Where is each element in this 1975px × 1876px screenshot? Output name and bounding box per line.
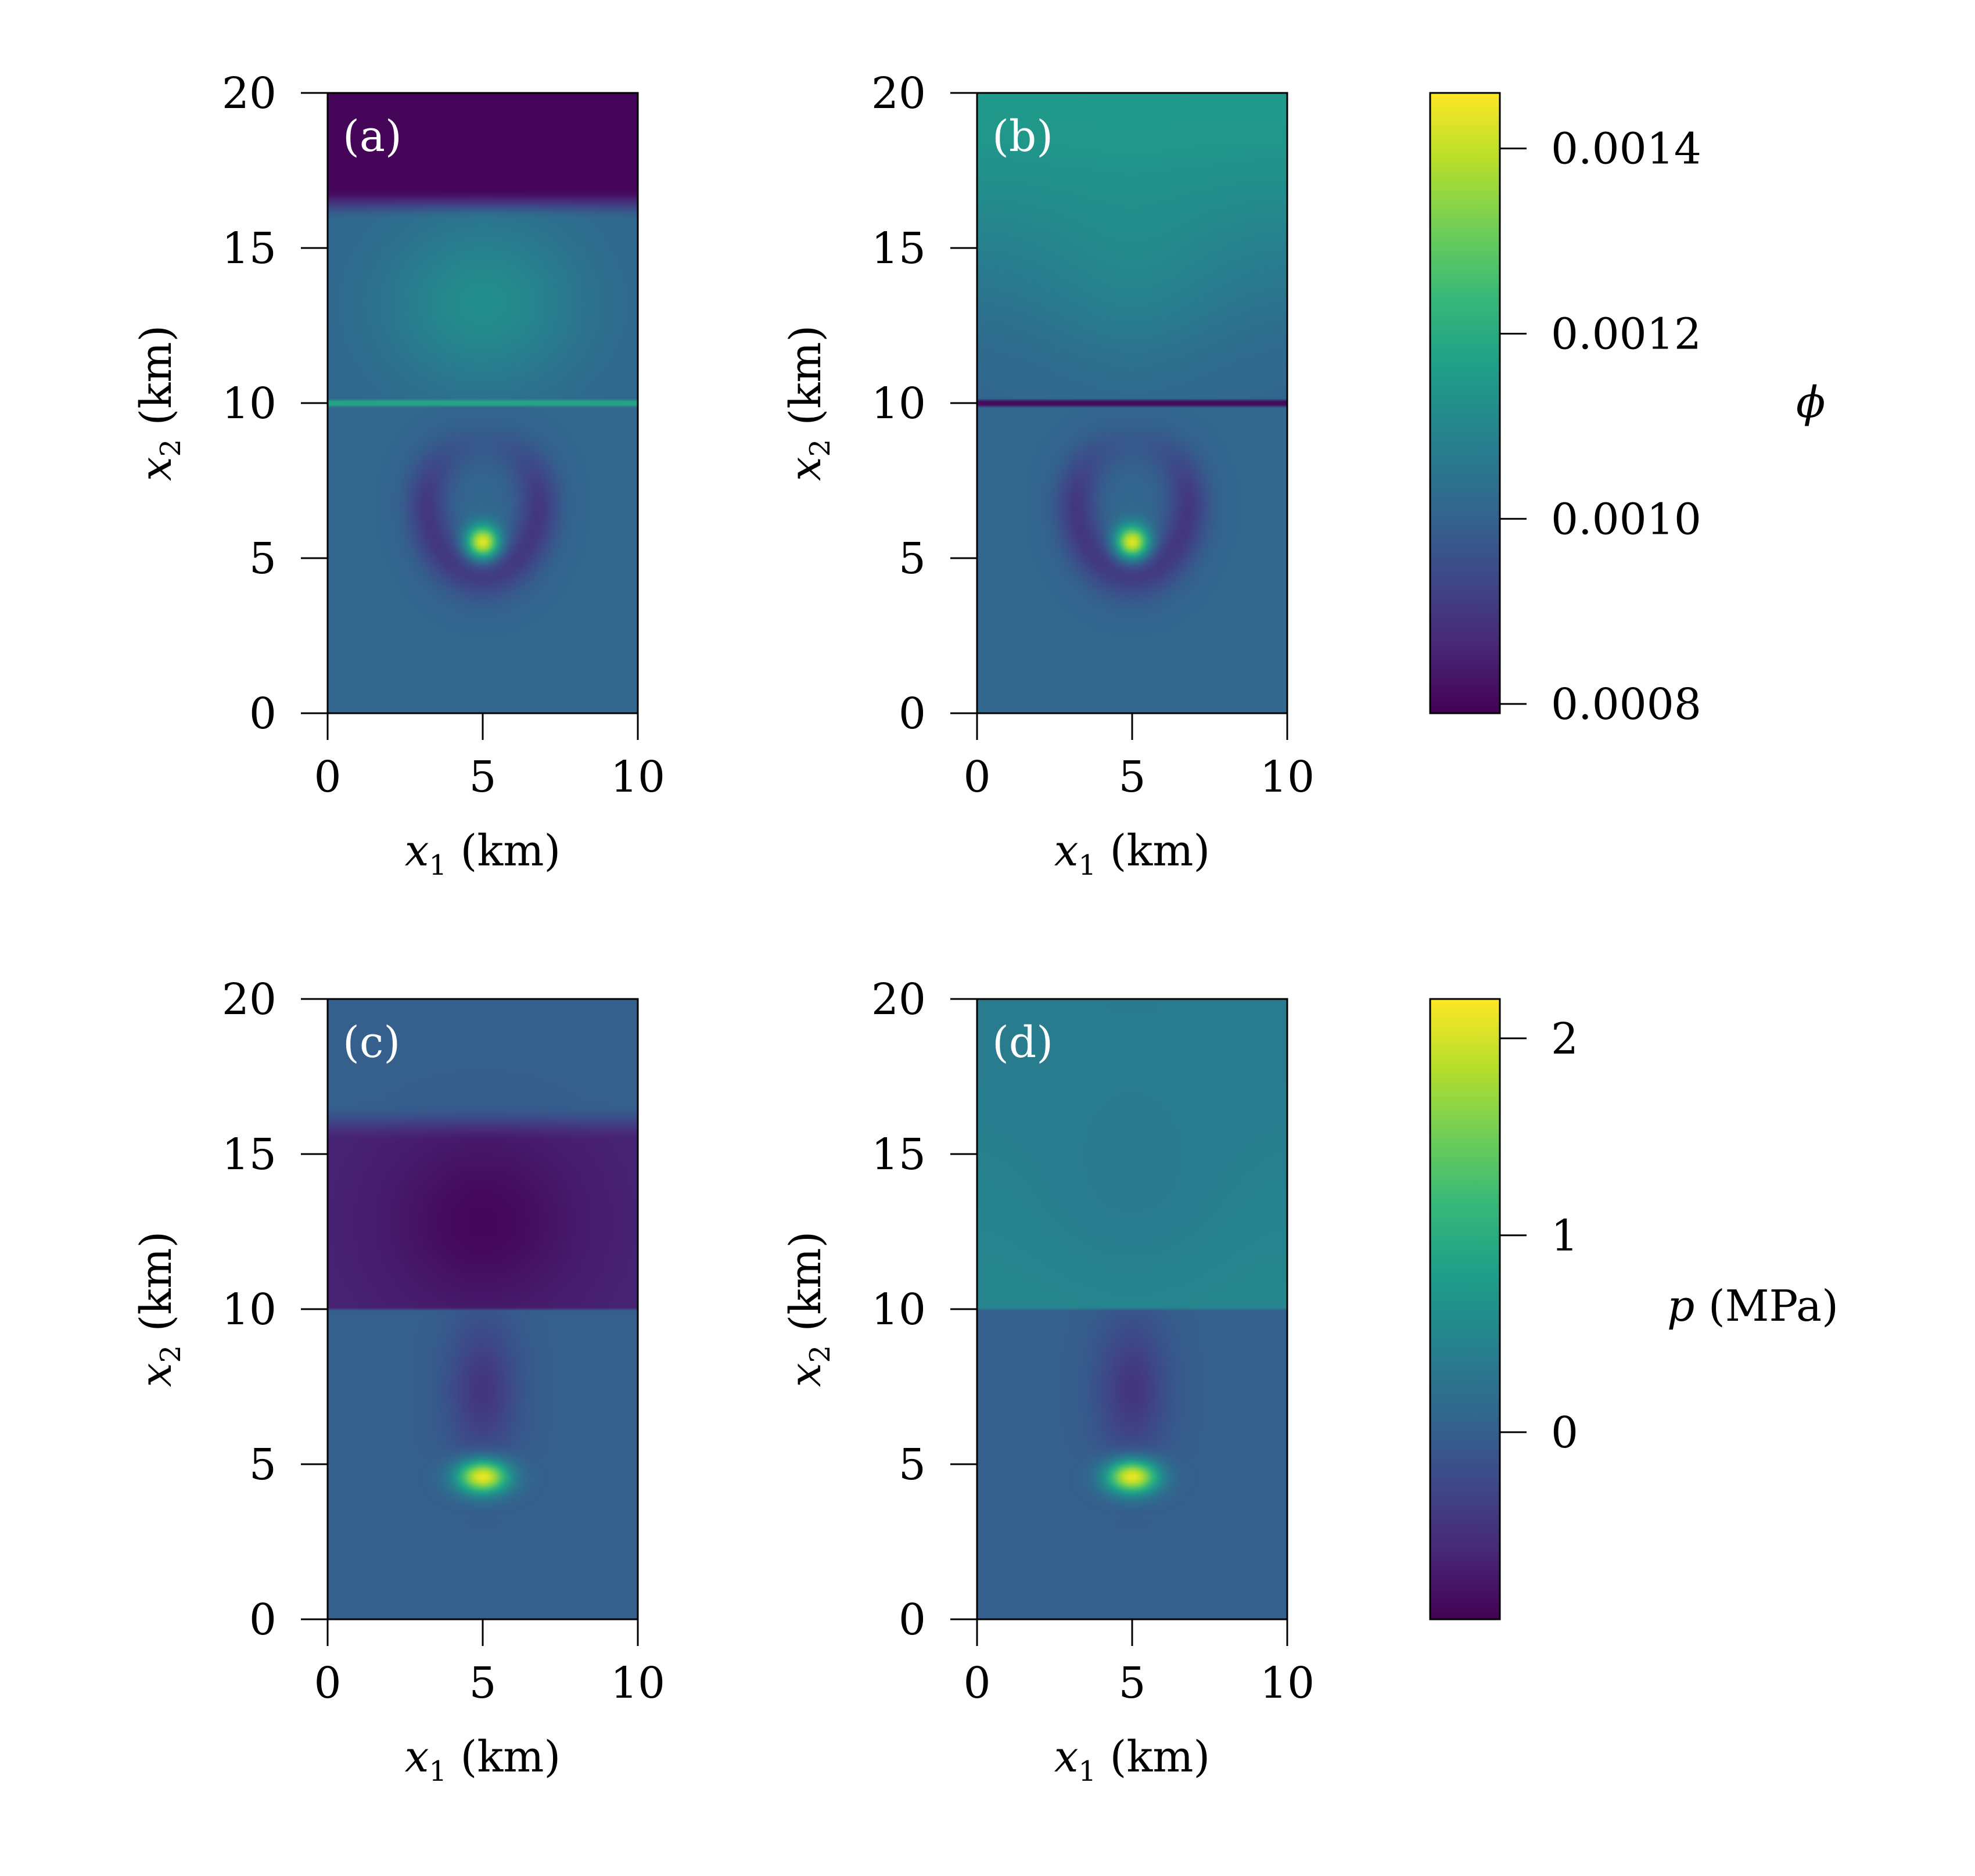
colorbar-phi: 0.0008 0.0010 0.0012 0.0014 ϕ xyxy=(1429,92,1825,729)
colorbar-gradient xyxy=(1429,92,1501,714)
colorbar-tick-label: 2 xyxy=(1551,1014,1578,1064)
x-axis-label: x1 (km) xyxy=(405,826,561,882)
panel-label: (c) xyxy=(343,1018,400,1068)
y-tick-label: 20 xyxy=(871,975,926,1025)
y-tick-label: 10 xyxy=(222,1285,276,1335)
y-tick-label: 10 xyxy=(871,379,926,429)
x-axis-label: x1 (km) xyxy=(1054,1732,1211,1788)
y-tick-label: 15 xyxy=(222,224,276,274)
x-tick-label: 0 xyxy=(314,1658,341,1708)
y-tick-label: 0 xyxy=(899,1595,926,1645)
y-tick-label: 0 xyxy=(899,689,926,739)
colorbar-p: 0 1 2 p (MPa) xyxy=(1429,998,1838,1620)
heatmap-image xyxy=(328,999,638,1619)
y-axis-label: x2 (km) xyxy=(781,325,836,481)
colorbar-gradient xyxy=(1429,998,1501,1620)
colorbar-title: ϕ xyxy=(1796,378,1825,427)
y-tick-label: 10 xyxy=(222,379,276,429)
y-tick-label: 5 xyxy=(899,534,926,584)
y-tick-label: 15 xyxy=(871,1130,926,1180)
x-tick-label: 5 xyxy=(469,1658,496,1708)
colorbar-tick-label: 0.0008 xyxy=(1551,680,1701,729)
y-tick-label: 5 xyxy=(249,1440,276,1490)
y-tick-label: 15 xyxy=(871,224,926,274)
y-axis-label: x2 (km) xyxy=(131,325,187,481)
heatmap-image xyxy=(977,999,1287,1619)
heatmap-image xyxy=(977,93,1287,713)
y-tick-label: 20 xyxy=(222,975,276,1025)
y-axis-label: x2 (km) xyxy=(781,1231,836,1388)
y-tick-label: 10 xyxy=(871,1285,926,1335)
x-tick-label: 10 xyxy=(611,1658,665,1708)
colorbar-title: p (MPa) xyxy=(1667,1281,1838,1331)
y-axis-label: x2 (km) xyxy=(131,1231,187,1388)
y-tick-label: 5 xyxy=(899,1440,926,1490)
colorbar-tick-label: 0.0012 xyxy=(1551,309,1701,359)
panel-2: (b) 0 5 10 0 5 10 15 20 x1 (km) x2 (km) xyxy=(781,69,1315,882)
panel-label: (a) xyxy=(343,112,402,161)
panel-label: (d) xyxy=(992,1018,1053,1068)
x-axis-label: x1 (km) xyxy=(1054,826,1211,882)
colorbar-tick-label: 0.0010 xyxy=(1551,494,1701,544)
x-tick-label: 0 xyxy=(314,752,341,802)
y-tick-label: 20 xyxy=(222,69,276,118)
x-tick-label: 0 xyxy=(963,752,990,802)
y-tick-label: 15 xyxy=(222,1130,276,1180)
colorbar-tick-label: 0 xyxy=(1551,1408,1578,1458)
x-tick-label: 5 xyxy=(1118,1658,1146,1708)
colorbar-tick-label: 1 xyxy=(1551,1211,1578,1261)
y-tick-label: 20 xyxy=(871,69,926,118)
y-tick-label: 0 xyxy=(249,689,276,739)
panel-4: (d) 0 5 10 0 5 10 15 20 x1 (km) x2 (km) xyxy=(781,975,1315,1788)
x-tick-label: 0 xyxy=(963,1658,990,1708)
x-axis-label: x1 (km) xyxy=(405,1732,561,1788)
y-tick-label: 0 xyxy=(249,1595,276,1645)
x-tick-label: 5 xyxy=(1118,752,1146,802)
y-tick-label: 5 xyxy=(249,534,276,584)
x-tick-label: 10 xyxy=(1260,752,1315,802)
panel-label: (b) xyxy=(992,112,1053,161)
x-tick-label: 10 xyxy=(1260,1658,1315,1708)
x-tick-label: 5 xyxy=(469,752,496,802)
panel-3: (c) 0 5 10 0 5 10 15 20 x1 (km) x2 (km) xyxy=(131,975,665,1788)
heatmap-image xyxy=(328,93,638,713)
x-tick-label: 10 xyxy=(611,752,665,802)
panel-1: (a) 0 5 10 0 5 10 15 20 x1 (km) x2 (km) xyxy=(131,69,665,882)
colorbar-tick-label: 0.0014 xyxy=(1551,124,1701,174)
